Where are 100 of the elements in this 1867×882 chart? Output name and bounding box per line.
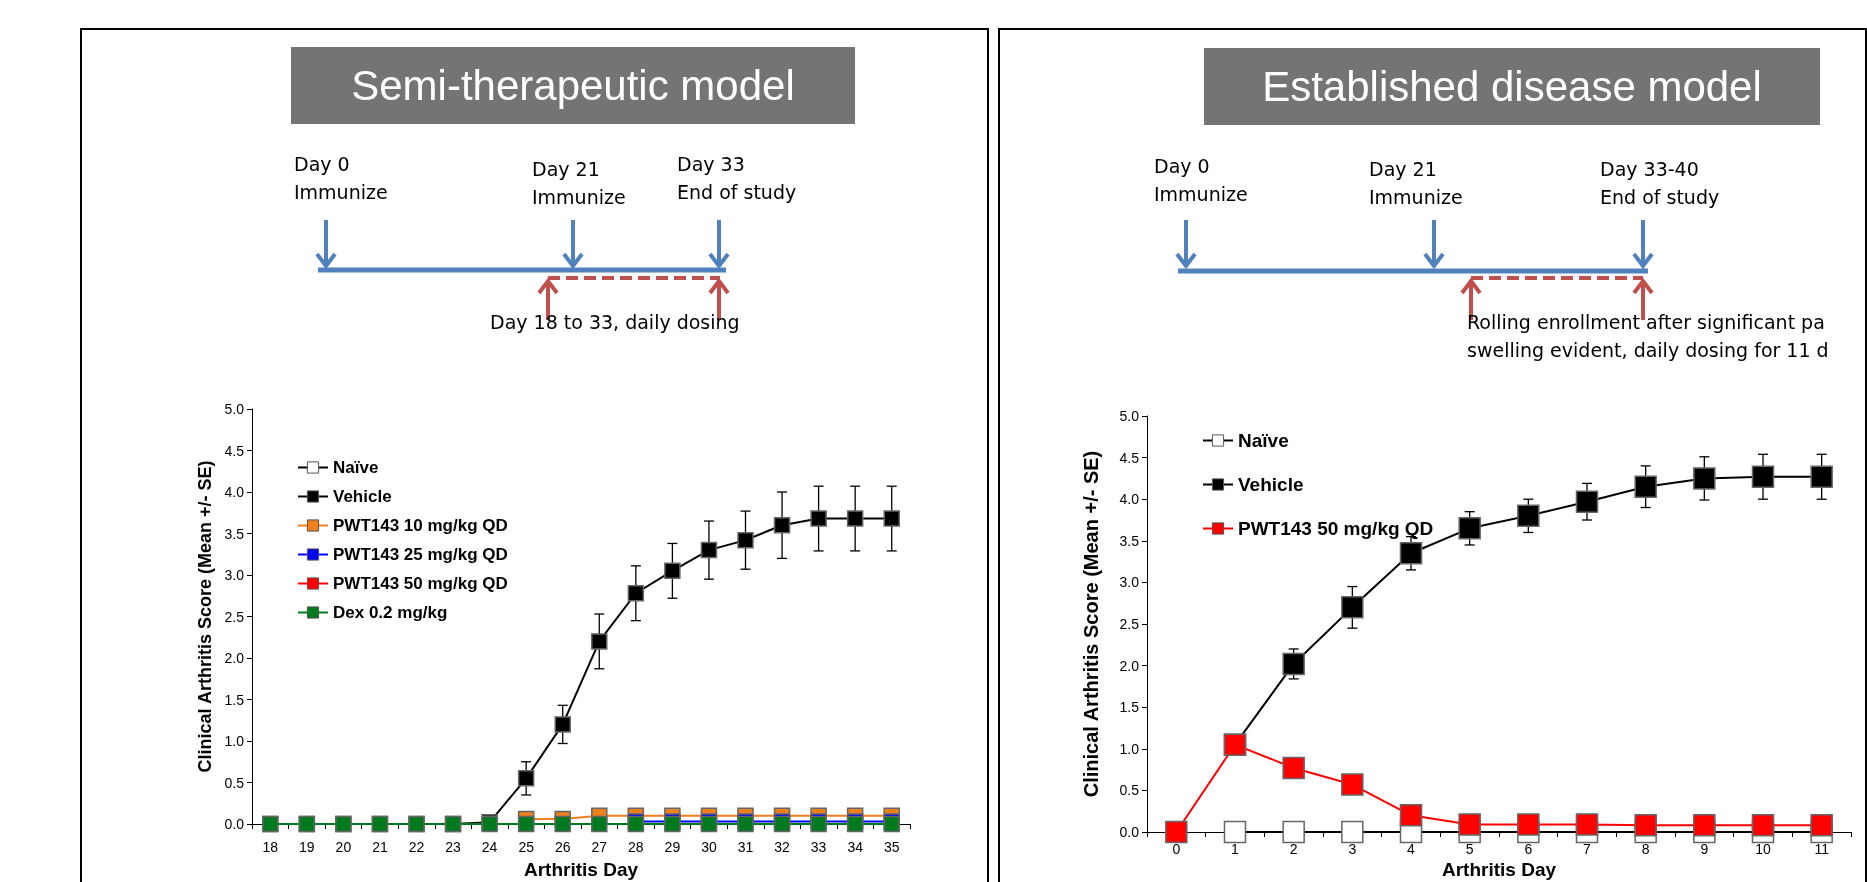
x-tick-label: 31 — [737, 839, 754, 855]
point — [517, 770, 535, 787]
chart-title: Established disease model — [1204, 48, 1820, 125]
y-tick-label: 5.0 — [224, 401, 245, 417]
legend-label: Vehicle — [333, 487, 392, 506]
point — [591, 633, 608, 650]
point — [1634, 814, 1657, 837]
x-tick-label: 8 — [1641, 841, 1650, 857]
point — [846, 510, 864, 527]
point — [1341, 820, 1364, 844]
y-tick-label: 4.0 — [1119, 491, 1140, 508]
x-tick-label: 5 — [1465, 841, 1474, 857]
text: Day 21 Immunize — [532, 157, 626, 210]
y-tick-label: 1.0 — [1119, 740, 1140, 757]
y-tick-label: 3.0 — [1119, 574, 1140, 591]
point — [1399, 804, 1423, 827]
point — [773, 516, 791, 534]
legend-label: Dex 0.2 mg/kg — [333, 603, 448, 622]
y-tick-label: 4.5 — [224, 442, 245, 459]
x-tick-label: 1 — [1231, 841, 1240, 857]
y-tick-label: 1.5 — [224, 691, 245, 708]
legend-label: PWT143 10 mg/kg QD — [333, 516, 508, 535]
point — [1223, 820, 1247, 844]
legend-label: PWT143 50 mg/kg QD — [1238, 518, 1434, 539]
point — [1693, 814, 1716, 837]
point — [1458, 813, 1481, 836]
x-tick-label: 26 — [554, 839, 571, 855]
point — [1634, 475, 1657, 498]
x-tick-label: 33 — [810, 839, 827, 855]
text: Day 18 to 33, daily dosing — [490, 310, 740, 335]
point — [700, 541, 718, 559]
point — [517, 815, 535, 833]
text: Day 33-40 End of study — [1600, 157, 1720, 210]
text: Day 21 Immunize — [1369, 157, 1463, 210]
point — [1751, 814, 1775, 837]
x-tick-label: 11 — [1814, 841, 1830, 857]
x-tick-label: 7 — [1583, 841, 1592, 857]
x-axis-title: Arthritis Day — [1441, 859, 1557, 880]
x-tick-label: 2 — [1289, 841, 1298, 857]
y-tick-label: 2.0 — [224, 650, 245, 666]
y-tick-label: 3.5 — [224, 525, 245, 542]
y-tick-label: 4.0 — [224, 484, 245, 500]
x-tick-label: 3 — [1348, 841, 1357, 857]
text: Day 0 Immunize — [1154, 154, 1248, 207]
x-tick-label: 24 — [481, 839, 498, 855]
y-tick-label: 1.0 — [224, 733, 245, 749]
point — [1458, 517, 1481, 540]
point — [664, 562, 681, 580]
point — [1517, 813, 1540, 836]
point — [1341, 773, 1364, 796]
x-tick-label: 22 — [408, 839, 425, 855]
legend-label: Vehicle — [1238, 474, 1304, 495]
point — [554, 815, 571, 833]
y-tick-label: 0.0 — [1119, 824, 1140, 840]
point — [1165, 820, 1188, 844]
y-tick-label: 0.5 — [224, 774, 245, 791]
point — [1693, 467, 1716, 490]
text: Day 0 Immunize — [294, 152, 388, 205]
x-tick-label: 28 — [628, 839, 644, 855]
y-tick-label: 1.5 — [1119, 699, 1140, 716]
point — [1575, 813, 1599, 836]
x-tick-label: 20 — [335, 839, 352, 855]
x-tick-label: 29 — [664, 839, 681, 855]
point — [1575, 490, 1599, 513]
y-tick-label: 3.0 — [224, 567, 245, 583]
legend-label: Naïve — [333, 458, 379, 477]
point — [1399, 542, 1423, 565]
y-axis-title: Clinical Arthritis Score (Mean +/- SE) — [194, 460, 215, 773]
x-tick-label: 4 — [1407, 841, 1416, 857]
point — [1751, 465, 1775, 488]
point — [810, 510, 827, 527]
x-tick-label: 34 — [847, 839, 864, 855]
point — [1810, 814, 1833, 837]
y-tick-label: 2.5 — [224, 608, 245, 625]
point — [737, 531, 754, 549]
y-tick-label: 2.5 — [1119, 616, 1140, 632]
x-tick-label: 18 — [262, 839, 279, 855]
x-tick-label: 0 — [1172, 841, 1181, 857]
point — [1517, 504, 1540, 528]
y-tick-label: 0.5 — [1119, 782, 1140, 799]
x-tick-label: 25 — [518, 839, 535, 855]
point — [627, 585, 645, 602]
legend-label: Naïve — [1238, 430, 1289, 451]
point — [554, 716, 571, 733]
point — [1282, 756, 1305, 780]
point — [591, 815, 608, 833]
point — [1282, 820, 1305, 844]
x-tick-label: 19 — [299, 839, 315, 855]
point — [1810, 465, 1833, 488]
x-axis-title: Arthritis Day — [523, 859, 639, 880]
x-tick-label: 21 — [372, 839, 388, 855]
y-axis-title: Clinical Arthritis Score (Mean +/- SE) — [1080, 450, 1102, 798]
text: Day 33 End of study — [677, 152, 797, 205]
y-tick-label: 2.0 — [1119, 657, 1140, 674]
legend-label: PWT143 50 mg/kg QD — [333, 574, 508, 593]
y-tick-label: 4.5 — [1119, 449, 1140, 466]
point — [1282, 652, 1305, 676]
text: Rolling enrollment after significant pa swelling evident, daily dosing for 11 d — [1467, 310, 1829, 363]
x-tick-label: 23 — [445, 839, 462, 855]
y-tick-label: 5.0 — [1119, 408, 1140, 424]
